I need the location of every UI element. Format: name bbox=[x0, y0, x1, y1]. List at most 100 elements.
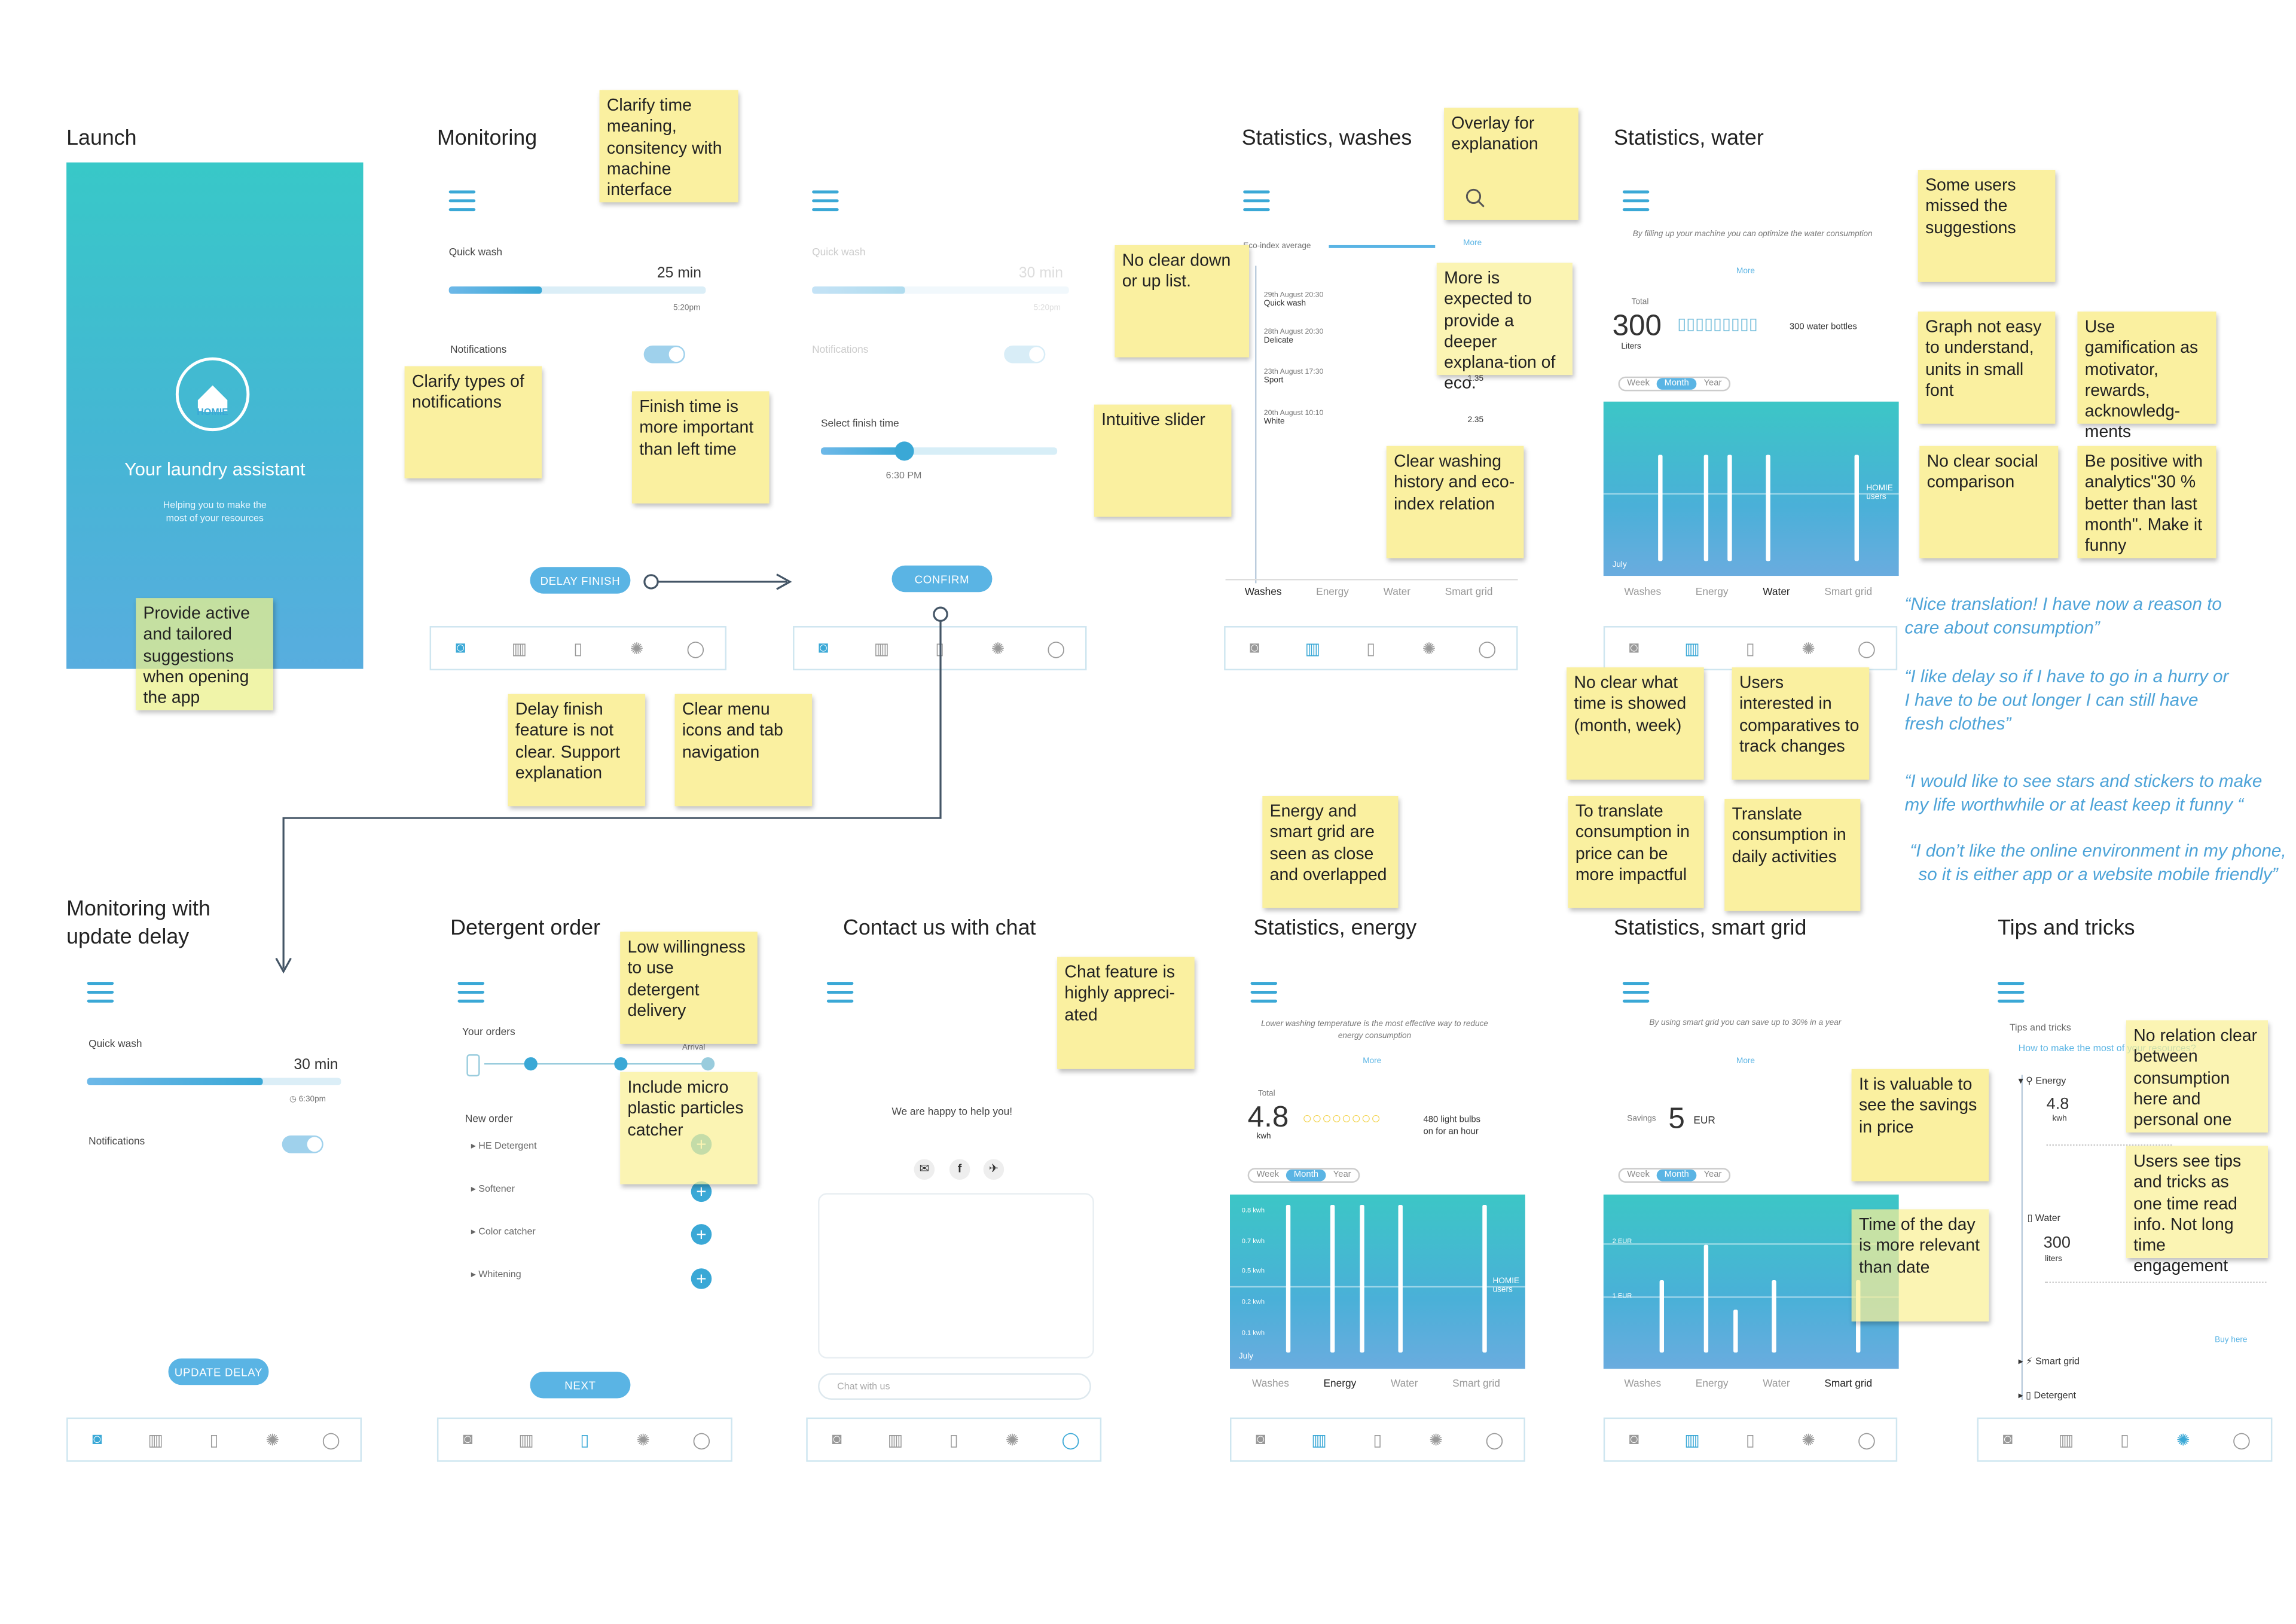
washer-icon[interactable]: ◙ bbox=[1249, 639, 1260, 657]
chart-icon[interactable]: ▥ bbox=[1311, 1431, 1327, 1449]
chart-icon[interactable]: ▥ bbox=[1684, 640, 1700, 658]
period-year[interactable]: Year bbox=[1333, 1171, 1351, 1180]
hamburger-icon[interactable] bbox=[448, 190, 476, 212]
order-item[interactable]: ▸ Whitening bbox=[471, 1269, 521, 1280]
more-link[interactable]: More bbox=[1463, 239, 1482, 248]
tab-smart-grid[interactable]: Smart grid bbox=[1824, 1379, 1873, 1390]
bottle-icon[interactable]: ▯ bbox=[2120, 1431, 2129, 1449]
order-item[interactable]: ▸ Color catcher bbox=[471, 1227, 536, 1238]
period-month[interactable]: Month bbox=[1657, 1169, 1697, 1182]
period-month[interactable]: Month bbox=[1657, 378, 1697, 390]
bulb-icon[interactable]: ✺ bbox=[630, 640, 644, 658]
hamburger-icon[interactable] bbox=[812, 190, 839, 212]
tab-smart-grid[interactable]: Smart grid bbox=[1445, 587, 1493, 599]
tab-energy[interactable]: Energy bbox=[1316, 587, 1349, 599]
bottle-icon[interactable]: ▯ bbox=[1373, 1431, 1382, 1449]
tab-water[interactable]: Water bbox=[1390, 1379, 1418, 1390]
tab-washes[interactable]: Washes bbox=[1244, 587, 1282, 599]
chart-icon[interactable]: ▥ bbox=[1305, 640, 1321, 658]
tab-washes[interactable]: Washes bbox=[1252, 1379, 1289, 1390]
washer-icon[interactable]: ◙ bbox=[832, 1430, 842, 1449]
slider-handle[interactable] bbox=[894, 441, 914, 461]
notifications-toggle[interactable] bbox=[282, 1135, 323, 1153]
tips-water[interactable]: ▯ Water bbox=[2027, 1213, 2061, 1225]
chat-icon[interactable]: ◯ bbox=[1485, 1431, 1504, 1449]
washer-icon[interactable]: ◙ bbox=[818, 639, 829, 657]
hamburger-icon[interactable] bbox=[1250, 982, 1278, 1003]
period-month[interactable]: Month bbox=[1286, 1169, 1326, 1182]
finish-time-slider[interactable] bbox=[820, 447, 1058, 455]
chat-icon[interactable]: ◯ bbox=[2232, 1431, 2251, 1449]
chart-icon[interactable]: ▥ bbox=[511, 640, 527, 658]
update-delay-button[interactable]: UPDATE DELAY bbox=[168, 1358, 269, 1385]
next-button[interactable]: NEXT bbox=[530, 1372, 631, 1399]
order-item[interactable]: ▸ Softener bbox=[471, 1184, 515, 1195]
washer-icon[interactable]: ◙ bbox=[1256, 1430, 1266, 1449]
history-program[interactable]: White bbox=[1263, 417, 1285, 427]
twitter-icon[interactable]: ✈ bbox=[983, 1159, 1004, 1180]
chat-icon[interactable]: ◯ bbox=[322, 1431, 340, 1449]
washer-icon[interactable]: ◙ bbox=[1629, 1430, 1639, 1449]
chart-icon[interactable]: ▥ bbox=[2058, 1431, 2074, 1449]
chat-icon[interactable]: ◯ bbox=[686, 640, 705, 658]
chart-icon[interactable]: ▥ bbox=[887, 1431, 903, 1449]
bulb-icon[interactable]: ✺ bbox=[265, 1431, 280, 1449]
chart-icon[interactable]: ▥ bbox=[148, 1431, 164, 1449]
bottle-icon[interactable]: ▯ bbox=[1745, 640, 1755, 658]
bulb-icon[interactable]: ✺ bbox=[636, 1431, 650, 1449]
chart-icon[interactable]: ▥ bbox=[874, 640, 890, 658]
washer-icon[interactable]: ◙ bbox=[1629, 639, 1639, 657]
hamburger-icon[interactable] bbox=[87, 982, 114, 1003]
chart-icon[interactable]: ▥ bbox=[518, 1431, 534, 1449]
bottle-icon[interactable]: ▯ bbox=[949, 1431, 958, 1449]
bottle-icon[interactable]: ▯ bbox=[1745, 1431, 1755, 1449]
period-week[interactable]: Week bbox=[1256, 1171, 1280, 1180]
tab-energy[interactable]: Energy bbox=[1695, 587, 1729, 599]
hamburger-icon[interactable] bbox=[1998, 982, 2025, 1003]
hamburger-icon[interactable] bbox=[1243, 190, 1270, 212]
bottle-icon[interactable]: ▯ bbox=[1366, 640, 1376, 658]
chat-icon[interactable]: ◯ bbox=[1857, 1431, 1876, 1449]
mail-icon[interactable]: ✉ bbox=[914, 1159, 935, 1180]
tab-water[interactable]: Water bbox=[1383, 587, 1411, 599]
chart-icon[interactable]: ▥ bbox=[1684, 1431, 1700, 1449]
more-link[interactable]: More bbox=[1363, 1057, 1382, 1066]
chat-icon[interactable]: ◯ bbox=[1047, 640, 1065, 658]
tab-smart-grid[interactable]: Smart grid bbox=[1452, 1379, 1500, 1390]
chat-icon[interactable]: ◯ bbox=[692, 1431, 711, 1449]
tab-washes[interactable]: Washes bbox=[1624, 587, 1662, 599]
period-year[interactable]: Year bbox=[1703, 1171, 1722, 1180]
tips-detergent[interactable]: ▸ ▯ Detergent bbox=[2018, 1391, 2076, 1402]
bottle-icon[interactable]: ▯ bbox=[573, 640, 583, 658]
history-program[interactable]: Sport bbox=[1263, 376, 1284, 386]
tab-smart-grid[interactable]: Smart grid bbox=[1824, 587, 1873, 599]
washer-icon[interactable]: ◙ bbox=[455, 639, 466, 657]
bulb-icon[interactable]: ✺ bbox=[1005, 1431, 1019, 1449]
hamburger-icon[interactable] bbox=[826, 982, 854, 1003]
hamburger-icon[interactable] bbox=[457, 982, 484, 1003]
tips-smartgrid[interactable]: ▸ ⚡ Smart grid bbox=[2018, 1357, 2080, 1367]
washer-icon[interactable]: ◙ bbox=[463, 1430, 473, 1449]
tab-energy[interactable]: Energy bbox=[1323, 1379, 1357, 1390]
tab-energy[interactable]: Energy bbox=[1695, 1379, 1729, 1390]
more-link[interactable]: More bbox=[1736, 1057, 1755, 1066]
buy-link[interactable]: Buy here bbox=[2215, 1336, 2248, 1345]
bottle-icon[interactable]: ▯ bbox=[580, 1431, 590, 1449]
order-item[interactable]: ▸ HE Detergent bbox=[471, 1141, 537, 1152]
bulb-icon[interactable]: ✺ bbox=[2176, 1431, 2190, 1449]
bulb-icon[interactable]: ✺ bbox=[1429, 1431, 1443, 1449]
add-item-button[interactable]: + bbox=[691, 1224, 712, 1245]
bulb-icon[interactable]: ✺ bbox=[1802, 1431, 1816, 1449]
chat-input[interactable]: Chat with us bbox=[818, 1373, 1091, 1400]
washer-icon[interactable]: ◙ bbox=[92, 1430, 102, 1449]
tab-water[interactable]: Water bbox=[1763, 1379, 1790, 1390]
search-icon[interactable] bbox=[1465, 188, 1486, 216]
bulb-icon[interactable]: ✺ bbox=[1422, 640, 1436, 658]
period-week[interactable]: Week bbox=[1627, 379, 1650, 389]
delay-finish-button[interactable]: DELAY FINISH bbox=[530, 567, 631, 594]
hamburger-icon[interactable] bbox=[1622, 190, 1650, 212]
tab-water[interactable]: Water bbox=[1763, 587, 1790, 599]
history-program[interactable]: Quick wash bbox=[1263, 300, 1306, 309]
hamburger-icon[interactable] bbox=[1622, 982, 1650, 1003]
chat-icon[interactable]: ◯ bbox=[1478, 640, 1497, 658]
